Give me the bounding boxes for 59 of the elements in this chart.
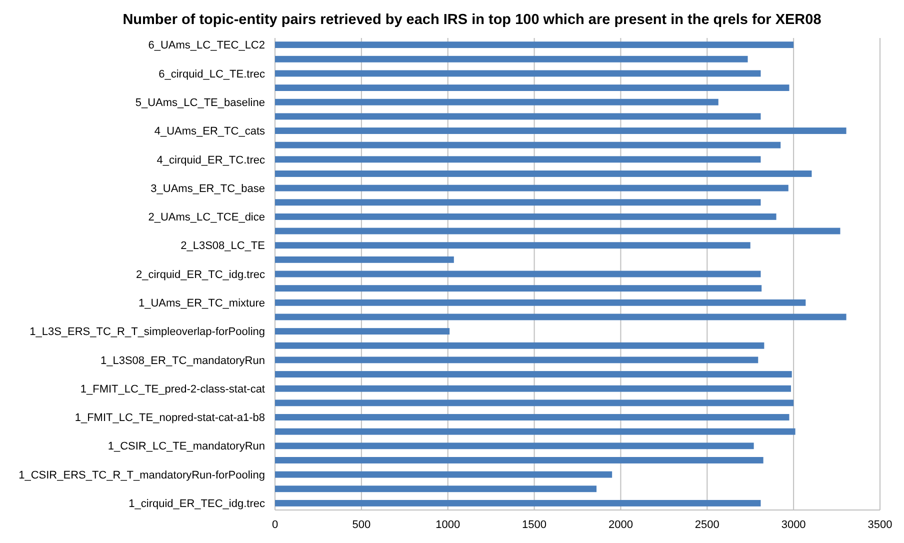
y-tick-label: 4_cirquid_ER_TC.trec (156, 154, 266, 166)
bar (275, 299, 806, 306)
bar (275, 128, 846, 134)
bar (275, 486, 597, 492)
bar (275, 285, 762, 292)
bar (275, 356, 758, 364)
bar (275, 428, 796, 435)
x-tick-label: 1000 (436, 519, 460, 531)
y-tick-label: 1_FMIT_LC_TE_nopred-stat-cat-a1-b8 (74, 412, 265, 424)
y-tick-label: 4_UAms_ER_TC_cats (154, 126, 266, 138)
y-tick-label: 1_FMIT_LC_TE_pred-2-class-stat-cat (80, 383, 265, 396)
y-tick-label: 2_cirquid_ER_TC_idg.trec (136, 268, 266, 281)
y-tick-label: 1_cirquid_ER_TEC_idg.trec (128, 498, 266, 510)
bar (275, 256, 454, 263)
bar (275, 142, 781, 148)
y-tick-label: 6_UAms_LC_TEC_LC2 (148, 40, 265, 52)
bar (275, 414, 790, 420)
bar (275, 98, 718, 106)
y-tick-label: 5_UAms_LC_TE_baseline (135, 96, 265, 109)
bar (275, 56, 748, 62)
y-tick-label: 3_UAms_ER_TC_base (150, 182, 265, 195)
y-tick-label: 1_UAms_ER_TC_mixture (138, 298, 265, 310)
bar (275, 314, 846, 320)
bar (275, 500, 761, 506)
x-tick-label: 2500 (694, 519, 720, 531)
bar (275, 199, 761, 206)
y-tick-label: 1_L3S_ERS_TC_R_T_simpleoverlap-forPooling (30, 326, 265, 338)
bar (275, 400, 794, 406)
bar (275, 442, 754, 450)
y-tick-label: 1_CSIR_LC_TE_mandatoryRun (108, 440, 265, 453)
y-tick-label: 1_L3S08_ER_TC_mandatoryRun (100, 354, 265, 367)
bar (275, 385, 791, 392)
x-tick-label: 3500 (868, 519, 892, 531)
x-tick-label: 3000 (781, 519, 806, 531)
bar (275, 84, 790, 91)
y-tick-label: 1_CSIR_ERS_TC_R_T_mandatoryRun-forPooling (18, 469, 265, 482)
bar (275, 270, 761, 278)
y-tick-label: 2_L3S08_LC_TE (180, 240, 265, 252)
bar (275, 242, 750, 249)
bar (275, 328, 450, 335)
y-tick-label: 6_cirquid_LC_TE.trec (158, 68, 266, 80)
bar (275, 70, 761, 77)
x-tick-label: 500 (352, 519, 371, 531)
bar (275, 213, 776, 220)
bar (275, 184, 788, 192)
bar (275, 457, 764, 464)
bar (275, 113, 761, 120)
y-tick-label: 2_UAms_LC_TCE_dice (148, 212, 265, 224)
x-tick-label: 2000 (608, 519, 633, 531)
bar (275, 228, 840, 234)
x-tick-label: 0 (272, 519, 278, 531)
x-tick-label: 1500 (522, 519, 547, 531)
bar (275, 371, 792, 378)
bar (275, 156, 761, 163)
bar (275, 170, 812, 177)
bar (275, 42, 794, 48)
chart-title: Number of topic-entity pairs retrieved by each IRS in top 100 which are present in the qrels for XER08 (122, 12, 822, 28)
bar (275, 342, 764, 349)
bar (275, 471, 612, 478)
